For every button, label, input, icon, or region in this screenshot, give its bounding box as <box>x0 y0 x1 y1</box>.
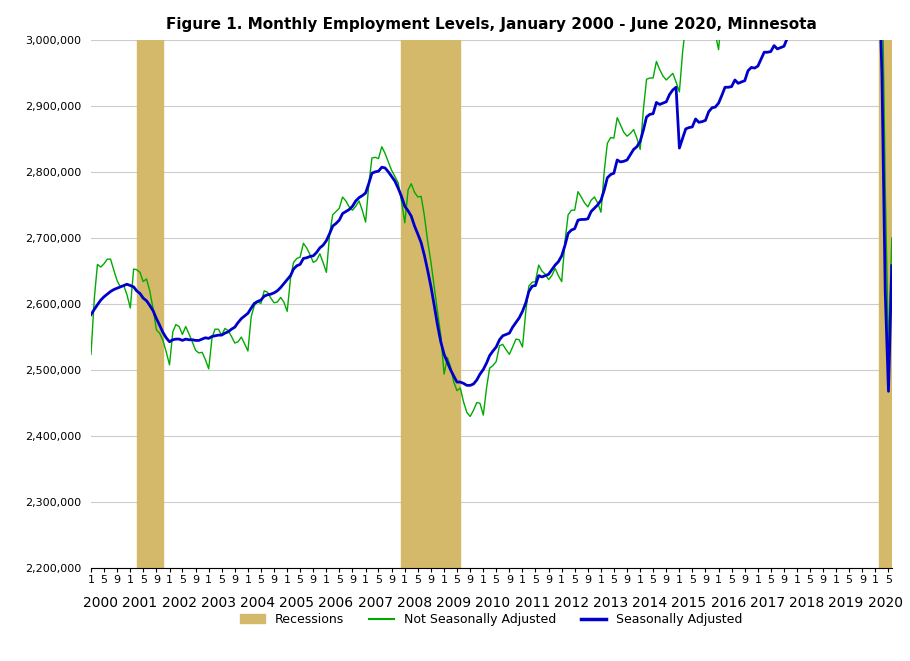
Bar <box>879 40 892 568</box>
Bar <box>401 40 460 568</box>
Title: Figure 1. Monthly Employment Levels, January 2000 - June 2020, Minnesota: Figure 1. Monthly Employment Levels, Jan… <box>166 17 817 32</box>
Legend: Recessions, Not Seasonally Adjusted, Seasonally Adjusted: Recessions, Not Seasonally Adjusted, Sea… <box>235 608 748 631</box>
Bar <box>136 40 163 568</box>
